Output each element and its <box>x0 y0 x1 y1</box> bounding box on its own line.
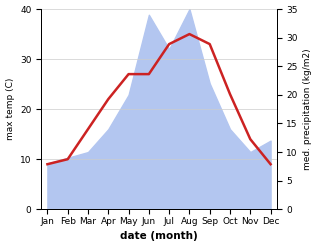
Y-axis label: med. precipitation (kg/m2): med. precipitation (kg/m2) <box>303 48 313 170</box>
X-axis label: date (month): date (month) <box>120 231 198 242</box>
Y-axis label: max temp (C): max temp (C) <box>5 78 15 140</box>
